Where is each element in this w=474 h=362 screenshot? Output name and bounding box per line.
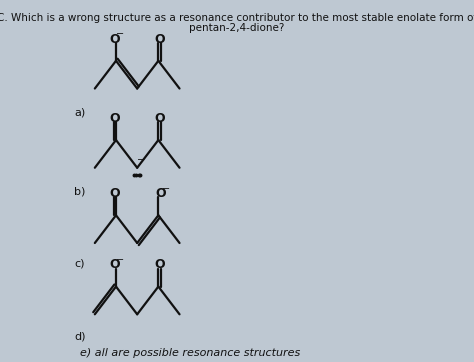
- Text: −: −: [137, 155, 145, 165]
- Text: O: O: [109, 187, 120, 200]
- Text: O: O: [109, 33, 120, 46]
- Text: −: −: [116, 29, 124, 39]
- Text: e) all are possible resonance structures: e) all are possible resonance structures: [81, 348, 301, 358]
- Text: pentan-2,4-dione?: pentan-2,4-dione?: [189, 23, 285, 33]
- Text: −: −: [162, 184, 170, 194]
- Text: C. Which is a wrong structure as a resonance contributor to the most stable enol: C. Which is a wrong structure as a reson…: [0, 13, 474, 23]
- Text: O: O: [109, 258, 120, 271]
- Text: O: O: [155, 258, 165, 271]
- Text: c): c): [74, 259, 85, 269]
- Text: a): a): [74, 107, 86, 117]
- Text: b): b): [74, 186, 86, 197]
- Text: O: O: [155, 33, 165, 46]
- Text: O: O: [109, 112, 120, 125]
- Text: −: −: [116, 255, 124, 265]
- Text: d): d): [74, 331, 86, 341]
- Text: O: O: [155, 187, 166, 200]
- Text: O: O: [155, 112, 165, 125]
